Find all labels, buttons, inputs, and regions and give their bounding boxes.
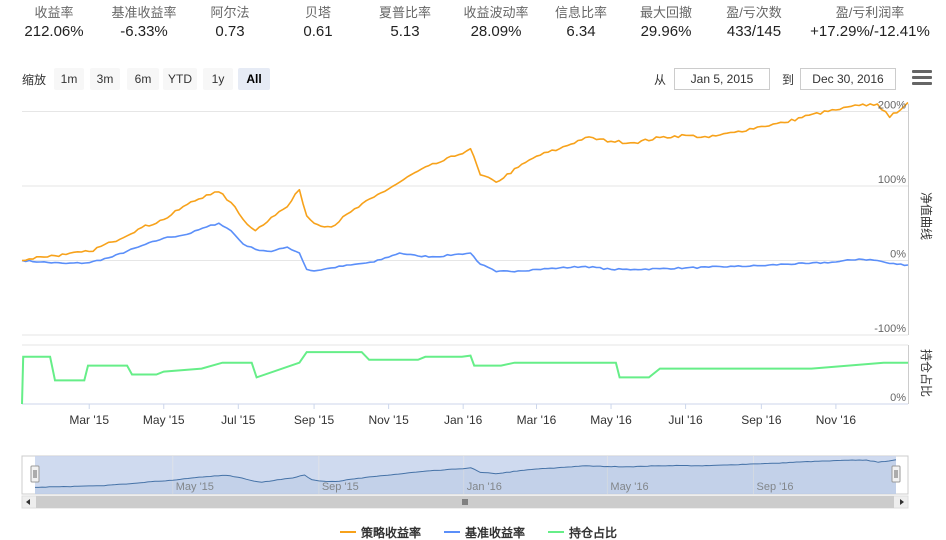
zoom-button-all[interactable]: All bbox=[238, 68, 270, 90]
stat-beta: 贝塔 0.61 bbox=[288, 4, 348, 42]
range-to-input[interactable]: Dec 30, 2016 bbox=[800, 68, 896, 90]
x-tick-label: Jan '16 bbox=[444, 413, 483, 427]
stat-value: 0.61 bbox=[303, 23, 333, 40]
legend-label: 策略收益率 bbox=[361, 526, 422, 540]
navigator-area bbox=[35, 459, 896, 494]
stat-label: 基准收益率 bbox=[111, 5, 177, 20]
main-y-tick-label: 100% bbox=[878, 174, 906, 186]
x-tick-label: Nov '15 bbox=[368, 413, 409, 427]
x-tick-label: Mar '15 bbox=[69, 413, 109, 427]
zoom-button-1y[interactable]: 1y bbox=[203, 68, 233, 90]
scrollbar[interactable] bbox=[21, 495, 909, 509]
hamburger-menu-icon[interactable] bbox=[912, 70, 932, 88]
stat-value: 0.73 bbox=[215, 23, 245, 40]
navigator[interactable]: May '15 Sep '15 Jan '16 May '16 Sep '16 bbox=[21, 455, 909, 495]
x-tick-label: Nov '16 bbox=[816, 413, 857, 427]
stat-value: 5.13 bbox=[390, 23, 420, 40]
stat-win-loss-count: 盈/亏次数 433/145 bbox=[714, 4, 794, 42]
stat-return: 收益率 212.06% bbox=[18, 4, 90, 42]
legend-label: 基准收益率 bbox=[465, 526, 526, 540]
stat-label: 信息比率 bbox=[554, 5, 607, 20]
stat-value: 212.06% bbox=[24, 23, 84, 40]
legend: 策略收益率 基准收益率 持仓占比 bbox=[0, 522, 946, 540]
navigator-selection[interactable] bbox=[35, 456, 896, 494]
x-axis-ticks: Mar '15 May '15 Jul '15 Sep '15 Nov '15 Jan '… bbox=[69, 404, 856, 427]
main-y-tick-label: 0% bbox=[890, 248, 906, 260]
navigator-tick-label: May '16 bbox=[610, 481, 648, 493]
stat-value: -6.33% bbox=[120, 23, 168, 40]
stat-value: 433/145 bbox=[726, 23, 782, 40]
zoom-button-3m[interactable]: 3m bbox=[90, 68, 120, 90]
stat-value: +17.29%/-12.41% bbox=[810, 23, 930, 40]
navigator-line bbox=[35, 459, 897, 488]
zoom-button-ytd[interactable]: YTD bbox=[163, 68, 197, 90]
series-line-benchmark[interactable] bbox=[21, 222, 909, 273]
legend-item-benchmark[interactable]: 基准收益率 bbox=[444, 524, 525, 540]
stat-value: 28.09% bbox=[470, 23, 522, 40]
range-from-input[interactable]: Jan 5, 2015 bbox=[674, 68, 770, 90]
scroll-left-arrow-icon[interactable] bbox=[26, 499, 30, 505]
stat-max-drawdown: 最大回撤 29.96% bbox=[628, 4, 704, 42]
zoom-button-6m[interactable]: 6m bbox=[127, 68, 159, 90]
navigator-tick-label: Jan '16 bbox=[467, 481, 502, 493]
stat-win-loss-profit: 盈/亏利润率 +17.29%/-12.41% bbox=[800, 4, 940, 42]
x-tick-label: May '15 bbox=[143, 413, 185, 427]
stat-volatility: 收益波动率 28.09% bbox=[454, 4, 538, 42]
range-to-label: 到 bbox=[782, 73, 795, 87]
stat-value: 6.34 bbox=[566, 23, 596, 40]
stat-label: 贝塔 bbox=[304, 5, 331, 20]
main-y-ticks: -100% 0% 100% 200% bbox=[874, 99, 906, 335]
stat-label: 收益率 bbox=[34, 5, 74, 20]
x-tick-label: Sep '15 bbox=[294, 413, 335, 427]
stat-sharpe: 夏普比率 5.13 bbox=[370, 4, 440, 42]
x-tick-label: May '16 bbox=[590, 413, 632, 427]
legend-label: 持仓占比 bbox=[569, 526, 618, 540]
scroll-right-arrow-icon[interactable] bbox=[900, 499, 904, 505]
main-plot-area bbox=[22, 104, 908, 335]
position-plot-area bbox=[22, 345, 908, 404]
stats-header: 收益率 212.06% 基准收益率 -6.33% 阿尔法 0.73 贝塔 0.6… bbox=[0, 0, 946, 50]
stat-label: 收益波动率 bbox=[463, 5, 529, 20]
stat-alpha: 阿尔法 0.73 bbox=[200, 4, 260, 42]
x-tick-label: Jul '15 bbox=[221, 413, 256, 427]
navigator-tick-label: Sep '16 bbox=[756, 481, 793, 493]
main-y-axis-label: 净值曲线 bbox=[919, 192, 934, 240]
zoom-button-1m[interactable]: 1m bbox=[54, 68, 84, 90]
zoom-label: 缩放 bbox=[22, 73, 47, 87]
legend-swatch-benchmark bbox=[444, 530, 460, 533]
position-y-axis-label: 持仓占比 bbox=[919, 349, 934, 397]
legend-swatch-position bbox=[548, 530, 564, 533]
stat-label: 阿尔法 bbox=[210, 5, 250, 20]
navigator-handle-right[interactable] bbox=[891, 465, 901, 483]
navigator-tick-label: Sep '15 bbox=[322, 481, 359, 493]
range-from-label: 从 bbox=[654, 73, 667, 87]
main-y-tick-label: 200% bbox=[878, 99, 906, 111]
position-y-tick-label: 0% bbox=[890, 392, 906, 404]
stat-label: 盈/亏利润率 bbox=[835, 5, 905, 20]
x-tick-label: Sep '16 bbox=[741, 413, 782, 427]
legend-swatch-strategy bbox=[340, 530, 356, 533]
navigator-tick-label: May '15 bbox=[176, 481, 214, 493]
stat-label: 夏普比率 bbox=[378, 5, 431, 20]
legend-item-position[interactable]: 持仓占比 bbox=[548, 524, 617, 540]
series-line-position[interactable] bbox=[21, 351, 908, 405]
main-grid bbox=[22, 104, 909, 336]
x-tick-label: Jul '16 bbox=[668, 413, 703, 427]
navigator-handle-left[interactable] bbox=[30, 465, 40, 483]
main-y-tick-label: -100% bbox=[874, 323, 906, 335]
series-line-strategy[interactable] bbox=[21, 101, 909, 262]
stat-label: 盈/亏次数 bbox=[726, 5, 782, 20]
stat-label: 最大回撤 bbox=[639, 5, 692, 20]
position-panel: 0% bbox=[21, 344, 909, 405]
legend-item-strategy[interactable]: 策略收益率 bbox=[340, 524, 421, 540]
stat-benchmark-return: 基准收益率 -6.33% bbox=[104, 4, 184, 42]
stat-information-ratio: 信息比率 6.34 bbox=[546, 4, 616, 42]
stat-value: 29.96% bbox=[640, 23, 692, 40]
main-series bbox=[21, 101, 909, 273]
x-tick-label: Mar '16 bbox=[517, 413, 557, 427]
